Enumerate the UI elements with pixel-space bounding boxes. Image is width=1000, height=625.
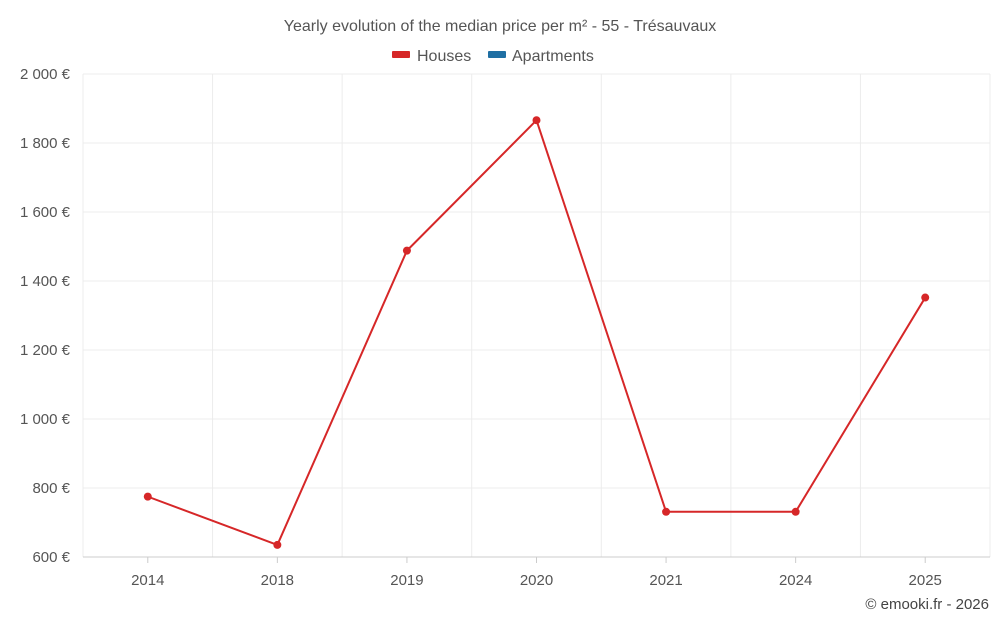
grid-lines (82, 73, 991, 557)
chart-title: Yearly evolution of the median price per… (284, 18, 717, 35)
x-tick-label: 2014 (131, 572, 164, 589)
data-point[interactable] (532, 116, 541, 125)
y-axis-ticks: 600 € 800 € 1 000 € 1 200 € 1 400 € 1 600 € 1 … (20, 66, 71, 566)
legend-swatch-apartments (488, 51, 506, 58)
y-tick-label: 800 € (32, 480, 70, 497)
legend-label-apartments: Apartments (512, 48, 594, 65)
x-tick-label: 2025 (909, 572, 942, 589)
legend: Houses Apartments (392, 48, 594, 65)
legend-label-houses: Houses (417, 48, 471, 65)
data-point[interactable] (921, 293, 930, 302)
y-tick-label: 1 000 € (20, 411, 71, 428)
data-point[interactable] (273, 540, 282, 549)
data-point[interactable] (402, 246, 411, 255)
series-houses (143, 116, 930, 549)
data-point[interactable] (662, 507, 671, 516)
x-tick-label: 2021 (649, 572, 682, 589)
y-tick-label: 1 200 € (20, 342, 71, 359)
data-point[interactable] (143, 492, 152, 501)
legend-item-apartments[interactable]: Apartments (488, 48, 594, 65)
y-tick-label: 2 000 € (20, 66, 71, 83)
x-tick-label: 2024 (779, 572, 812, 589)
y-tick-label: 1 600 € (20, 204, 71, 221)
data-point[interactable] (791, 507, 800, 516)
y-tick-label: 600 € (32, 549, 70, 566)
y-tick-label: 1 400 € (20, 273, 71, 290)
x-tick-label: 2019 (390, 572, 423, 589)
legend-item-houses[interactable]: Houses (392, 48, 471, 65)
x-tick-label: 2020 (520, 572, 553, 589)
series-line-houses (147, 119, 927, 546)
y-tick-label: 1 800 € (20, 135, 71, 152)
legend-swatch-houses (392, 51, 410, 58)
x-axis-ticks: 2014 2018 2019 2020 2021 2024 2025 (131, 557, 942, 589)
x-tick-label: 2018 (261, 572, 294, 589)
credit-text: © emooki.fr - 2026 (865, 596, 989, 613)
